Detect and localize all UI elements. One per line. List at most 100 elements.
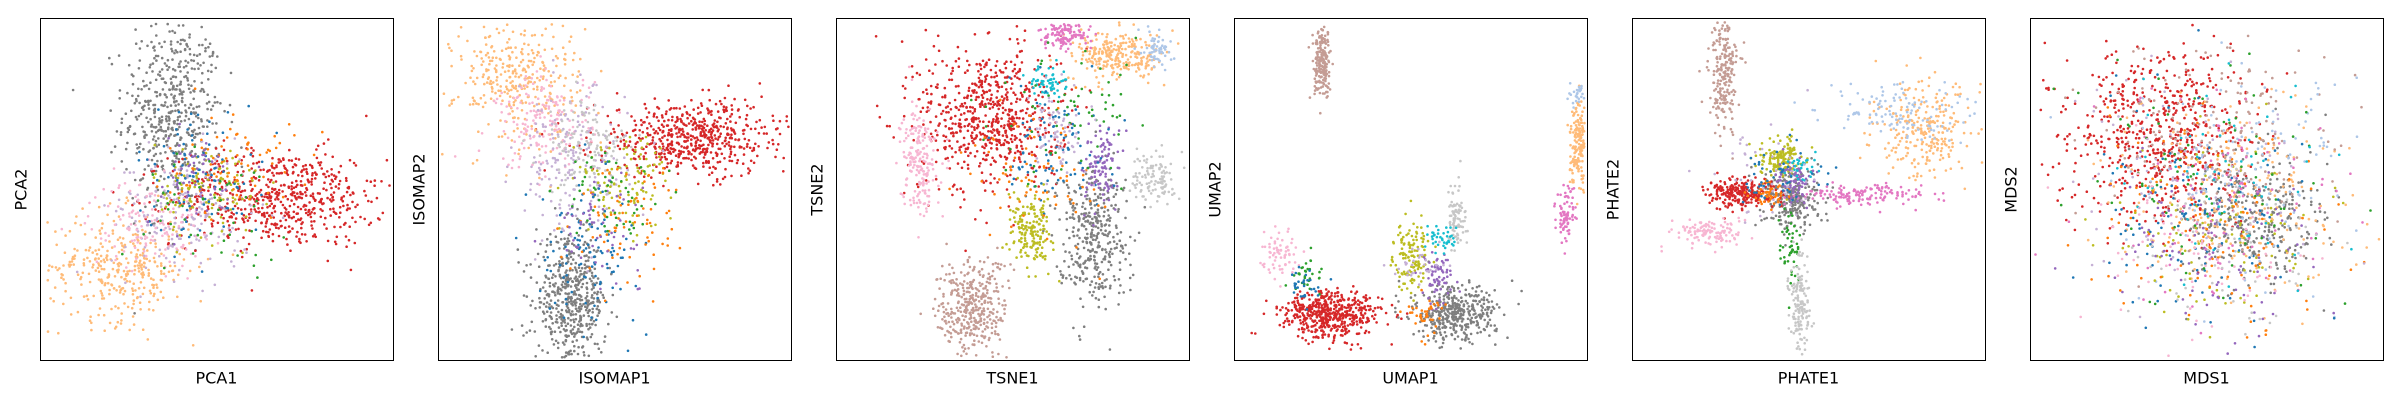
scatter-point (698, 127, 701, 130)
scatter-point (477, 130, 480, 133)
scatter-point (565, 269, 568, 272)
scatter-point (733, 97, 736, 101)
scatter-point (612, 182, 616, 185)
scatter-point (164, 93, 167, 97)
scatter-point (693, 166, 696, 170)
scatter-point (734, 121, 738, 125)
scatter-point (197, 43, 201, 47)
scatter-point (554, 235, 558, 238)
scatter-point (160, 272, 163, 276)
scatter-point (587, 146, 591, 149)
scatter-point (200, 25, 203, 29)
scatter-point (498, 94, 502, 98)
scatter-point (110, 307, 113, 311)
scatter-point (185, 208, 189, 212)
scatter-point (585, 254, 588, 257)
scatter-point (717, 135, 721, 139)
scatter-point (517, 148, 521, 151)
scatter-point (189, 91, 192, 94)
scatter-point (270, 211, 274, 215)
scatter-point (640, 123, 643, 127)
scatter-point (160, 279, 164, 282)
scatter-point (217, 208, 220, 211)
scatter-point (611, 293, 615, 297)
scatter-point (638, 129, 641, 132)
scatter-point (557, 109, 560, 112)
scatter-point (304, 194, 308, 197)
scatter-point (275, 196, 279, 199)
scatter-point (557, 326, 561, 329)
scatter-point (521, 58, 525, 62)
scatter-point (154, 54, 158, 58)
scatter-point (178, 193, 182, 197)
scatter-point (699, 131, 703, 134)
scatter-point (198, 206, 201, 209)
scatter-point (264, 225, 268, 228)
scatter-point (207, 200, 211, 203)
scatter-point (700, 134, 704, 138)
scatter-point (644, 151, 647, 155)
scatter-point (326, 259, 330, 263)
scatter-point (542, 64, 546, 67)
scatter-point (369, 221, 373, 225)
scatter-point (277, 188, 281, 192)
scatter-point (79, 275, 83, 279)
scatter-point (213, 187, 216, 190)
pca1-cluster-7 (155, 87, 324, 221)
scatter-point (175, 230, 178, 233)
scatter-point (158, 128, 161, 132)
scatter-point (554, 122, 557, 126)
scatter-point (730, 159, 734, 163)
scatter-point (966, 96, 969, 100)
scatter-point (179, 136, 182, 139)
scatter-point (601, 190, 604, 194)
scatter-point (507, 102, 511, 106)
scatter-point (757, 131, 761, 135)
scatter-point (306, 178, 310, 181)
scatter-point (1014, 93, 1017, 97)
scatter-point (571, 151, 575, 155)
scatter-point (154, 242, 157, 245)
scatter-point (489, 97, 493, 100)
scatter-point (335, 235, 339, 239)
scatter-point (652, 267, 656, 271)
scatter-point (998, 104, 1002, 107)
scatter-point (661, 149, 665, 152)
scatter-point (235, 173, 239, 177)
scatter-point (536, 182, 539, 186)
scatter-point (154, 152, 158, 156)
scatter-point (627, 190, 630, 194)
scatter-point (929, 132, 933, 136)
scatter-point (244, 215, 248, 218)
scatter-point (591, 195, 595, 199)
scatter-point (743, 128, 746, 132)
scatter-point (690, 153, 693, 156)
scatter-point (338, 205, 342, 209)
scatter-point (144, 216, 148, 219)
scatter-point (195, 197, 199, 201)
scatter-point (185, 131, 189, 134)
scatter-point (548, 307, 552, 310)
scatter-point (632, 226, 636, 230)
scatter-point (569, 285, 573, 288)
scatter-point (310, 177, 314, 181)
scatter-point (973, 128, 976, 131)
scatter-point (330, 178, 334, 182)
scatter-point (517, 75, 521, 79)
scatter-point (567, 350, 571, 354)
scatter-point (570, 290, 574, 294)
scatter-point (575, 184, 578, 187)
scatter-point (95, 260, 99, 264)
scatter-point (593, 205, 597, 208)
scatter-point (666, 162, 670, 165)
scatter-point (733, 145, 736, 149)
scatter-point (528, 102, 531, 105)
scatter-point (563, 164, 567, 167)
scatter-point (211, 203, 214, 206)
scatter-point (153, 56, 156, 60)
scatter-point (616, 168, 619, 171)
scatter-point (277, 198, 280, 201)
scatter-point (254, 169, 257, 172)
scatter-point (524, 193, 528, 196)
panel-pca: PCA1 PCA2 (12, 18, 394, 388)
